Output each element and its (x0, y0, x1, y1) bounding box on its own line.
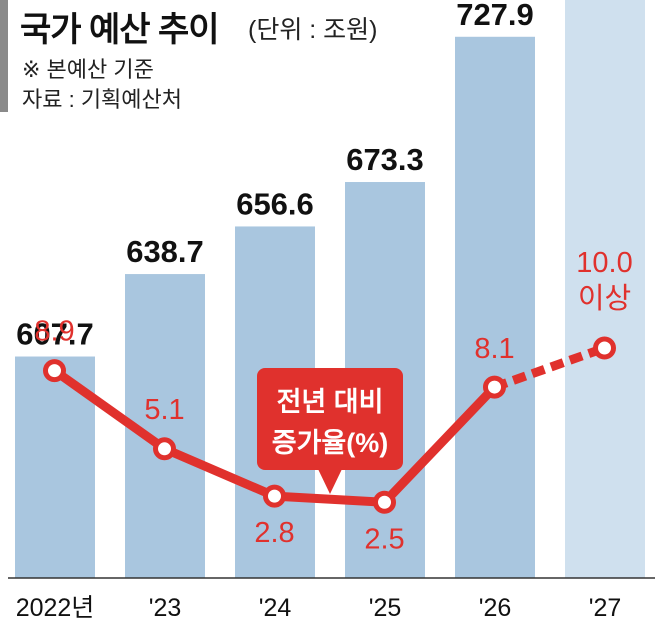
growth-point-1 (153, 437, 176, 461)
callout-pointer (318, 469, 342, 494)
growth-point-2 (263, 484, 286, 508)
growth-rate-labels: 8.9 5.1 2.8 2.5 8.1 10.0 이상 (34, 247, 632, 555)
bar-4 (455, 36, 535, 578)
callout-line-2: 증가율(%) (272, 428, 389, 458)
growth-rate-label-2: 2.8 (254, 517, 294, 549)
x-tick-label-3: '25 (369, 594, 402, 622)
growth-rate-line (43, 336, 616, 514)
growth-point-3 (373, 490, 396, 514)
bar-value-label-0: 607.7 (16, 317, 94, 352)
chart-title: 국가 예산 추이 (20, 11, 220, 49)
basis-note: ※ 본예산 기준 (22, 57, 154, 82)
growth-rate-label-5: 10.0 (576, 247, 632, 279)
growth-point-4 (483, 375, 506, 399)
growth-rate-label-4: 8.1 (474, 333, 514, 365)
x-axis-labels: 2022년 '23 '24 '25 '26 '27 (16, 594, 622, 622)
bar-value-label-2: 656.6 (236, 186, 314, 221)
callout-line-1: 전년 대비 (277, 387, 384, 417)
x-tick-label-2: '24 (259, 594, 292, 622)
x-tick-label-5: '27 (589, 594, 622, 622)
x-tick-label-4: '26 (479, 594, 512, 622)
x-tick-label-1: '23 (149, 594, 182, 622)
growth-rate-label-0: 8.9 (34, 316, 74, 348)
bar-value-label-4: 727.9 (456, 0, 534, 32)
growth-rate-label-3: 2.5 (364, 523, 404, 555)
x-tick-label-0: 2022년 (16, 594, 95, 622)
growth-rate-label-1: 5.1 (144, 394, 184, 426)
callout-box (257, 368, 403, 470)
growth-point-0 (43, 359, 66, 383)
growth-point-5 (593, 336, 616, 360)
source-note: 자료 : 기획예산처 (22, 87, 183, 112)
bar-value-label-3: 673.3 (346, 142, 424, 177)
bar-value-label-1: 638.7 (126, 234, 204, 269)
accent-bar (0, 0, 8, 112)
growth-rate-suffix: 이상 (578, 283, 631, 315)
bar-5 (565, 0, 645, 578)
unit-label: (단위 : 조원) (248, 16, 378, 44)
growth-rate-callout: 전년 대비 증가율(%) (257, 368, 403, 494)
